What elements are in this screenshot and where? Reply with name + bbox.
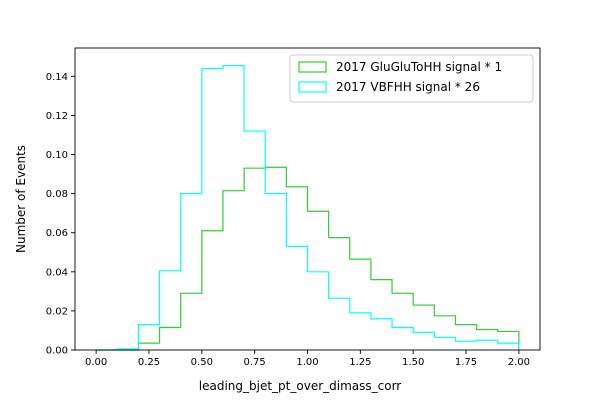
x-tick-label: 0.75 bbox=[244, 357, 266, 368]
y-tick-label: 0.14 bbox=[46, 72, 68, 83]
x-tick-label: 0.50 bbox=[191, 357, 213, 368]
legend: 2017 GluGluToHH signal * 1 2017 VBFHH sig… bbox=[289, 54, 534, 103]
x-tick-label: 0.00 bbox=[85, 357, 107, 368]
y-tick-label: 0.10 bbox=[46, 150, 68, 161]
legend-swatch-1 bbox=[298, 61, 327, 73]
legend-label-1: 2017 GluGluToHH signal * 1 bbox=[336, 60, 502, 74]
y-tick-label: 0.08 bbox=[46, 189, 68, 200]
x-tick-label: 0.25 bbox=[138, 357, 160, 368]
x-tick-label: 1.75 bbox=[455, 357, 477, 368]
axes-layer: 0.00 0.25 0.50 0.75 1.00 1.25 1.50 1.75 2.00 0.00… bbox=[46, 47, 541, 368]
series-2-step-line bbox=[96, 64, 520, 351]
series-1-step-line bbox=[96, 166, 520, 351]
y-tick-label: 0.12 bbox=[46, 111, 68, 122]
x-axis-label: leading_bjet_pt_over_dimass_corr bbox=[199, 379, 402, 393]
y-axis-label: Number of Events bbox=[14, 145, 28, 253]
y-tick-label: 0.00 bbox=[46, 346, 68, 357]
x-tick-label: 1.50 bbox=[402, 357, 424, 368]
legend-swatch-2 bbox=[298, 81, 327, 93]
y-tick-label: 0.02 bbox=[46, 306, 68, 317]
x-tick-label: 1.25 bbox=[349, 357, 371, 368]
x-tick-label: 2.00 bbox=[508, 357, 530, 368]
y-tick-label: 0.06 bbox=[46, 228, 68, 239]
y-tick-label: 0.04 bbox=[46, 267, 68, 278]
legend-box bbox=[289, 54, 534, 103]
x-tick-label: 1.00 bbox=[296, 357, 318, 368]
series-layer bbox=[96, 64, 520, 351]
legend-label-2: 2017 VBFHH signal * 26 bbox=[336, 80, 480, 94]
